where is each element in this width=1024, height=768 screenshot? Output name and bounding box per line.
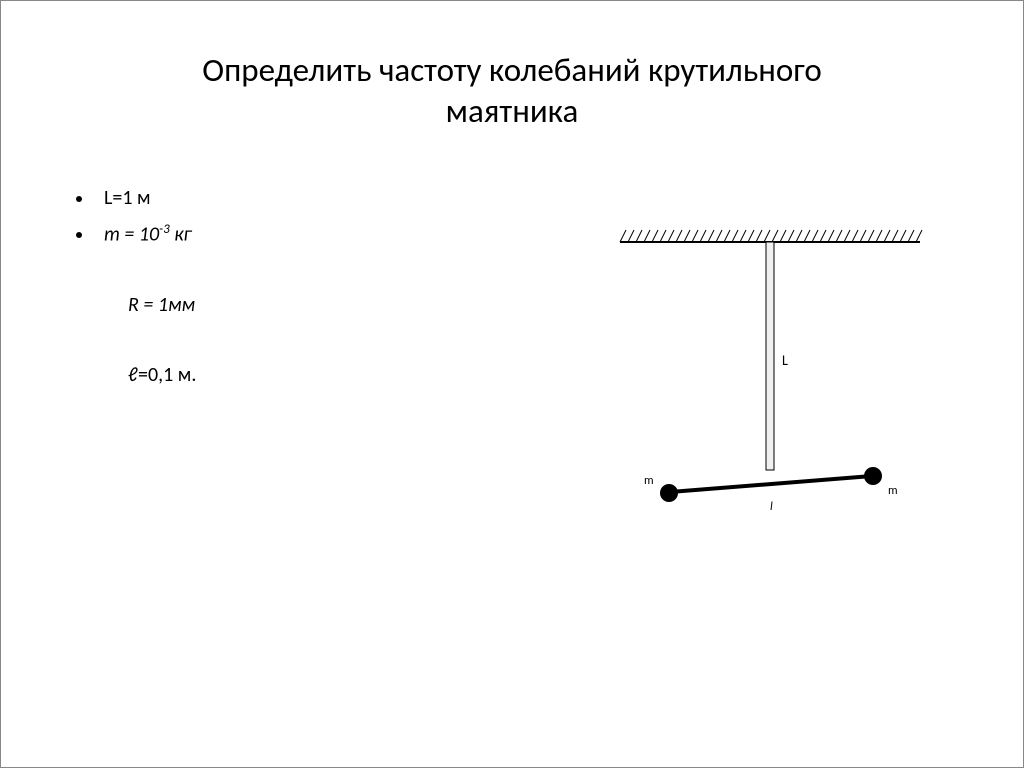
param-R: R = 1мм: [128, 293, 576, 317]
param-m-suffix: кг: [170, 223, 192, 247]
svg-text:m: m: [644, 474, 654, 488]
param-m-prefix: m = 10: [104, 223, 159, 247]
param-ell: ℓ=0,1 м.: [128, 363, 576, 387]
param-L-text: L=1 м: [104, 186, 151, 210]
bullet-icon: [76, 232, 82, 238]
svg-text:l: l: [770, 500, 773, 514]
param-L: L=1 м: [76, 186, 576, 210]
param-R-text: R = 1мм: [128, 293, 195, 317]
slide-title: Определить частоту колебаний крутильного…: [0, 50, 1024, 133]
pendulum-svg: Lm m l: [600, 220, 940, 540]
pendulum-diagram: Lm m l: [600, 220, 940, 540]
param-m: m = 10-3 кг: [76, 222, 576, 247]
param-ell-text: ℓ=0,1 м.: [128, 363, 196, 387]
param-m-exp: -3: [159, 222, 170, 237]
title-line-2: маятника: [446, 91, 579, 131]
param-m-text: m = 10-3 кг: [104, 222, 192, 247]
bullet-icon: [76, 196, 82, 202]
svg-text:L: L: [782, 352, 788, 369]
parameters-block: L=1 м m = 10-3 кг R = 1мм ℓ=0,1 м.: [76, 186, 576, 387]
svg-text:m: m: [888, 484, 898, 498]
title-line-1: Определить частоту колебаний крутильного: [202, 50, 822, 90]
